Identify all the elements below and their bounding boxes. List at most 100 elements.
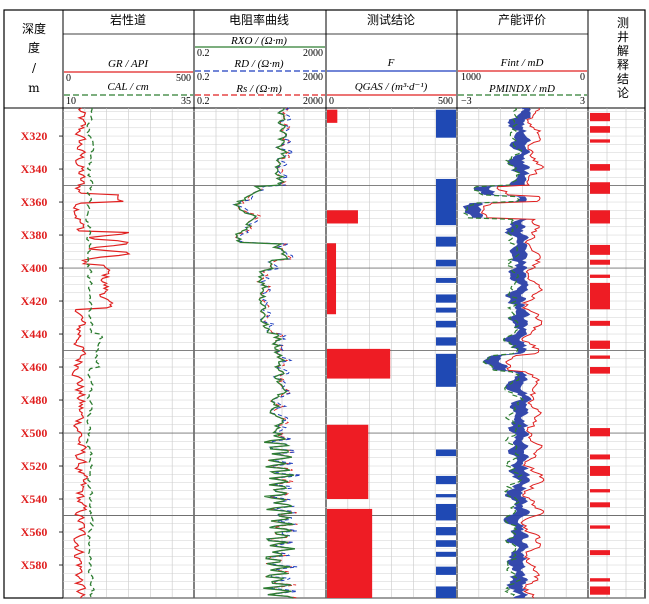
fint-curve	[480, 107, 545, 599]
f-curve-label: F	[387, 57, 395, 69]
rd-scale-min: 0.2	[197, 72, 210, 83]
pmindx-curve-label: PMINDX / mD	[488, 83, 555, 95]
cal-curve	[85, 107, 104, 599]
interp-block	[590, 525, 610, 529]
interp-block	[590, 210, 610, 224]
depth-tick-label: X520	[21, 459, 48, 473]
productivity-fill	[462, 108, 532, 598]
chart-curves	[71, 107, 545, 599]
rs-scale-min: 0.2	[197, 96, 210, 107]
depth-header-unit: m	[28, 81, 40, 95]
qgas-bar	[327, 508, 373, 598]
qgas-bar	[327, 424, 369, 500]
fint-curve-label: Fint / mD	[500, 57, 544, 69]
cal-curve-label: CAL / cm	[107, 81, 148, 93]
f-block	[436, 551, 456, 557]
track-title-interpretation: 测井解释结论	[617, 16, 629, 100]
f-block	[436, 475, 456, 485]
qgas-scale-min: 0	[329, 96, 334, 107]
interp-block	[590, 164, 610, 171]
qgas-scale-max: 500	[438, 96, 453, 107]
track-title-lithology: 岩性道	[110, 12, 146, 27]
legend-lines	[64, 46, 587, 96]
f-block	[436, 277, 456, 283]
depth-tick-label: X440	[21, 327, 48, 341]
qgas-bar	[327, 243, 337, 315]
f-block	[436, 307, 456, 313]
f-block	[436, 494, 456, 498]
track-title-test: 测试结论	[367, 12, 415, 27]
depth-tick-label: X580	[21, 558, 48, 572]
depth-axis-ticks: X320 X340 X360 X380 X400 X420 X440 X460 X480 X500…	[21, 129, 63, 572]
chart-frame	[3, 9, 646, 599]
depth-tick-label: X340	[21, 162, 48, 176]
depth-tick-label: X320	[21, 129, 48, 143]
interp-block	[590, 340, 610, 349]
fint-scale-min: 1000	[461, 72, 481, 83]
f-block	[436, 236, 456, 247]
interp-block	[590, 274, 610, 278]
depth-tick-label: X380	[21, 228, 48, 242]
f-block	[436, 337, 456, 346]
interp-block	[590, 282, 610, 310]
rd-curve-label: RD / (Ω·m)	[233, 58, 284, 70]
cal-scale-min: 10	[66, 96, 76, 107]
pmindx-curve	[462, 107, 524, 599]
gr-scale-min: 0	[66, 73, 71, 84]
gr-curve	[71, 107, 131, 599]
f-block	[436, 503, 456, 521]
f-block	[436, 540, 456, 547]
f-block	[436, 259, 456, 267]
interp-block	[590, 578, 610, 582]
interp-block	[590, 320, 610, 326]
depth-tick-label: X420	[21, 294, 48, 308]
f-block	[436, 449, 456, 457]
depth-tick-label: X400	[21, 261, 48, 275]
rxo-scale-min: 0.2	[197, 48, 210, 59]
interp-block	[590, 182, 610, 194]
depth-header-title: 深度	[22, 21, 46, 36]
f-block	[436, 527, 456, 536]
interp-block	[590, 586, 610, 595]
interp-block	[590, 454, 610, 460]
rxo-scale-max: 2000	[303, 48, 323, 59]
pmindx-scale-min: −3	[461, 96, 472, 107]
depth-header-slash: /	[32, 61, 37, 75]
qgas-bar	[327, 210, 358, 224]
rd-scale-max: 2000	[303, 72, 323, 83]
f-block	[436, 353, 456, 387]
rs-curve-label: Rs / (Ω·m)	[235, 83, 282, 95]
interp-block	[590, 367, 610, 374]
f-block	[436, 586, 456, 598]
depth-tick-label: X460	[21, 360, 48, 374]
interp-block	[590, 259, 610, 265]
interp-block	[590, 139, 610, 143]
interp-block	[590, 126, 610, 133]
f-block	[436, 566, 456, 575]
qgas-bar	[327, 109, 338, 123]
chart-bars	[327, 109, 610, 598]
interp-block	[590, 489, 610, 493]
rd-curve	[232, 107, 301, 599]
rxo-curve-label: RXO / (Ω·m)	[230, 35, 287, 47]
rs-scale-max: 2000	[303, 96, 323, 107]
fint-scale-max: 0	[580, 72, 585, 83]
rxo-curve	[232, 107, 295, 599]
interp-block	[590, 112, 610, 122]
interp-block	[590, 428, 610, 437]
depth-tick-label: X560	[21, 525, 48, 539]
depth-header-mid: 度	[28, 40, 40, 55]
depth-tick-label: X500	[21, 426, 48, 440]
depth-tick-label: X540	[21, 492, 48, 506]
f-block	[436, 320, 456, 328]
interp-block	[590, 550, 610, 556]
chart-header: 深度 度 / m 岩性道 电阻率曲线 测试结论 产能评价 测井解释结论 GR /…	[22, 12, 629, 107]
depth-tick-label: X360	[21, 195, 48, 209]
f-block	[436, 178, 456, 226]
f-block	[436, 109, 456, 138]
gr-scale-max: 500	[176, 73, 191, 84]
track-title-productivity: 产能评价	[498, 13, 546, 27]
qgas-curve-label: QGAS / (m³·d⁻¹)	[355, 81, 428, 93]
